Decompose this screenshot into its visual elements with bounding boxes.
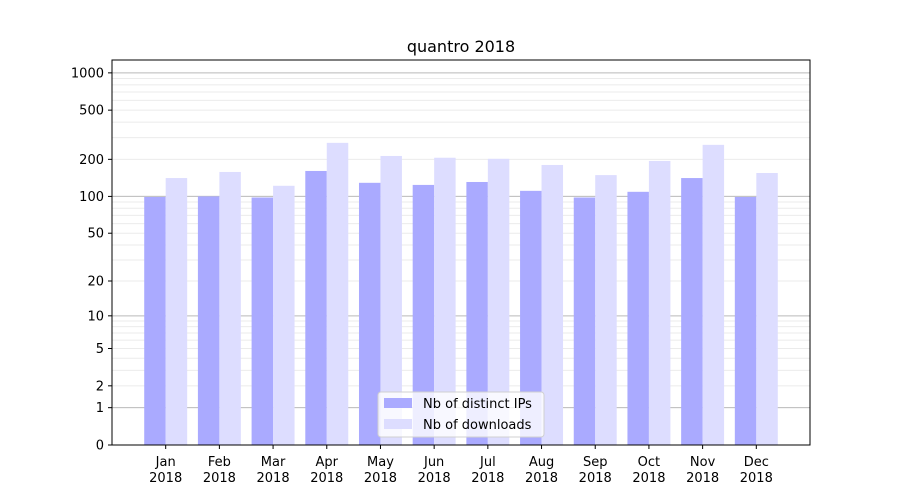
bar-downloads	[165, 178, 188, 446]
legend-label: Nb of downloads	[423, 418, 532, 433]
x-tick-label-month: Oct	[638, 455, 660, 470]
x-tick-label-year: 2018	[149, 471, 182, 486]
y-tick-label: 0	[96, 439, 104, 454]
bar-downloads	[595, 175, 617, 445]
x-tick-label-month: Dec	[744, 455, 769, 470]
bar-downloads	[487, 158, 510, 446]
bar-downloads	[434, 157, 456, 445]
bar-downloads	[541, 164, 564, 445]
x-tick-label-year: 2018	[418, 471, 451, 486]
y-axis: 0 1 2 5 10 20 50 100 200 500 1000	[71, 66, 112, 454]
x-tick-label-year: 2018	[310, 471, 343, 486]
bar-ips	[573, 197, 596, 445]
x-tick-label-year: 2018	[632, 471, 665, 486]
y-tick-label: 20	[87, 275, 104, 290]
y-tick-label: 2	[96, 379, 104, 394]
x-tick-label-month: Apr	[316, 455, 339, 470]
bar-downloads	[326, 142, 349, 445]
bar-downloads	[702, 144, 725, 446]
y-tick-label: 1	[96, 401, 104, 416]
bar-downloads	[219, 171, 241, 445]
legend-swatch	[384, 398, 412, 408]
y-tick-label: 10	[87, 309, 104, 324]
x-tick-label-year: 2018	[740, 471, 773, 486]
bar-downloads	[273, 185, 295, 446]
x-axis: Jan2018Feb2018Mar2018Apr2018May2018Jun20…	[149, 445, 773, 486]
y-tick-label: 50	[87, 227, 104, 242]
bar-ips	[520, 190, 542, 445]
bar-ips	[627, 191, 649, 445]
x-tick-label-month: Nov	[690, 455, 716, 470]
bar-ips	[358, 182, 381, 445]
y-tick-label: 100	[79, 190, 104, 205]
x-tick-label-month: Jul	[479, 455, 496, 470]
bar-ips	[734, 196, 757, 445]
bar-downloads	[756, 172, 778, 445]
bar-ips	[305, 170, 327, 445]
plot-frame	[111, 59, 811, 446]
x-tick-label-year: 2018	[525, 471, 558, 486]
x-tick-label-month: Jan	[155, 455, 176, 470]
legend-box	[377, 391, 545, 438]
y-tick-label: 1000	[71, 66, 104, 81]
bar-ips	[197, 196, 220, 445]
x-tick-label-year: 2018	[203, 471, 236, 486]
bar-downloads	[648, 160, 671, 446]
x-tick-label-year: 2018	[471, 471, 504, 486]
x-tick-label-month: Mar	[261, 455, 286, 470]
bar-ips	[412, 184, 435, 445]
x-tick-label-month: Sep	[583, 455, 608, 470]
x-tick-label-year: 2018	[257, 471, 290, 486]
x-tick-label-year: 2018	[686, 471, 719, 486]
x-tick-label-year: 2018	[364, 471, 397, 486]
bar-ips	[144, 196, 166, 445]
bar-ips	[251, 197, 274, 445]
legend: Nb of distinct IPs Nb of downloads	[377, 391, 545, 438]
x-tick-label-month: May	[367, 455, 394, 470]
x-tick-label-month: Feb	[208, 455, 231, 470]
y-tick-label: 5	[96, 342, 104, 357]
x-tick-label-month: Jun	[423, 455, 444, 470]
bar-ips	[681, 178, 703, 446]
legend-swatch	[384, 419, 412, 429]
chart-title: quantro 2018	[407, 37, 515, 56]
bars	[144, 142, 778, 446]
x-tick-label-year: 2018	[579, 471, 612, 486]
y-tick-label: 200	[79, 153, 104, 168]
bar-downloads	[380, 155, 402, 445]
x-tick-label-month: Aug	[529, 455, 554, 470]
y-tick-label: 500	[79, 104, 104, 119]
legend-label: Nb of distinct IPs	[423, 397, 532, 412]
bar-ips	[466, 181, 488, 445]
